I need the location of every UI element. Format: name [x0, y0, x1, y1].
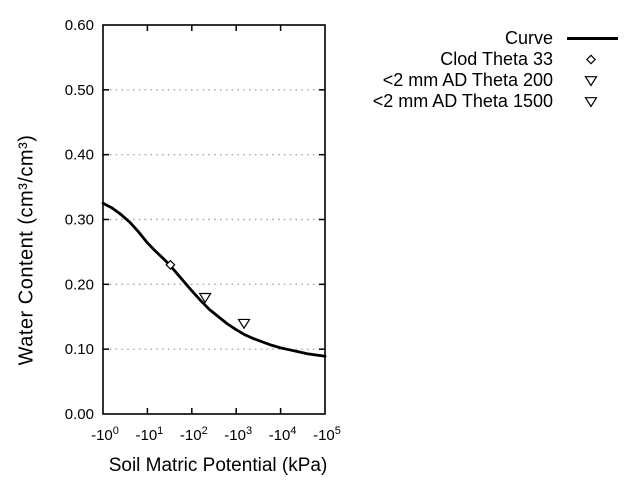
diamond-marker: [165, 259, 176, 270]
diamond-marker-icon: [585, 54, 597, 65]
x-axis-title: Soil Matric Potential (kPa): [108, 455, 328, 476]
x-tick-labels: -100 -101 -102 -103 -104 -105: [91, 425, 341, 444]
triangle-down-marker: [237, 318, 251, 330]
y-tick-label: 0.30: [65, 212, 94, 229]
curve-line-icon: [567, 37, 618, 40]
x-tick-label: -103: [224, 425, 252, 444]
y-tick-label: 0.50: [65, 82, 94, 99]
triangle-down-marker-icon: [584, 76, 598, 87]
legend-label: <2 mm AD Theta 1500: [372, 91, 553, 111]
x-tick-label: -102: [180, 425, 208, 444]
y-axis-title: Water Content (cm³/cm³): [15, 134, 38, 366]
tick-marks: [103, 25, 325, 414]
legend-item-curve: Curve: [330, 28, 625, 49]
data-points: [165, 259, 251, 330]
legend-label: Curve: [504, 28, 553, 48]
x-tick-label: -101: [135, 425, 163, 444]
retention-curve: [101, 201, 327, 358]
x-tick-label: -104: [269, 425, 297, 444]
y-tick-label: 0.10: [65, 341, 94, 358]
plot-border: [102, 24, 326, 415]
legend-label: Clod Theta 33: [440, 49, 553, 69]
y-tick-label: 0.00: [65, 406, 94, 423]
triangle-down-marker-icon: [584, 97, 598, 108]
legend-item-ad-theta-1500: <2 mm AD Theta 1500: [330, 91, 625, 112]
y-tick-labels: 0.00 0.10 0.20 0.30 0.40 0.50 0.60: [65, 17, 94, 423]
y-tick-label: 0.60: [65, 17, 94, 34]
y-tick-label: 0.40: [65, 147, 94, 164]
legend-label: <2 mm AD Theta 200: [382, 70, 553, 90]
triangle-down-marker: [198, 292, 212, 304]
diamond-marker: [585, 54, 597, 65]
legend: Curve Clod Theta 33 <2 mm AD Theta 200 <…: [330, 28, 625, 112]
x-tick-label: -100: [91, 425, 119, 444]
y-tick-label: 0.20: [65, 276, 94, 293]
gridlines: [104, 89, 324, 350]
triangle-down-marker: [584, 76, 598, 87]
legend-item-clod-theta-33: Clod Theta 33: [330, 49, 625, 70]
legend-item-ad-theta-200: <2 mm AD Theta 200: [330, 70, 625, 91]
triangle-down-marker: [584, 97, 598, 108]
x-tick-label: -105: [313, 425, 341, 444]
